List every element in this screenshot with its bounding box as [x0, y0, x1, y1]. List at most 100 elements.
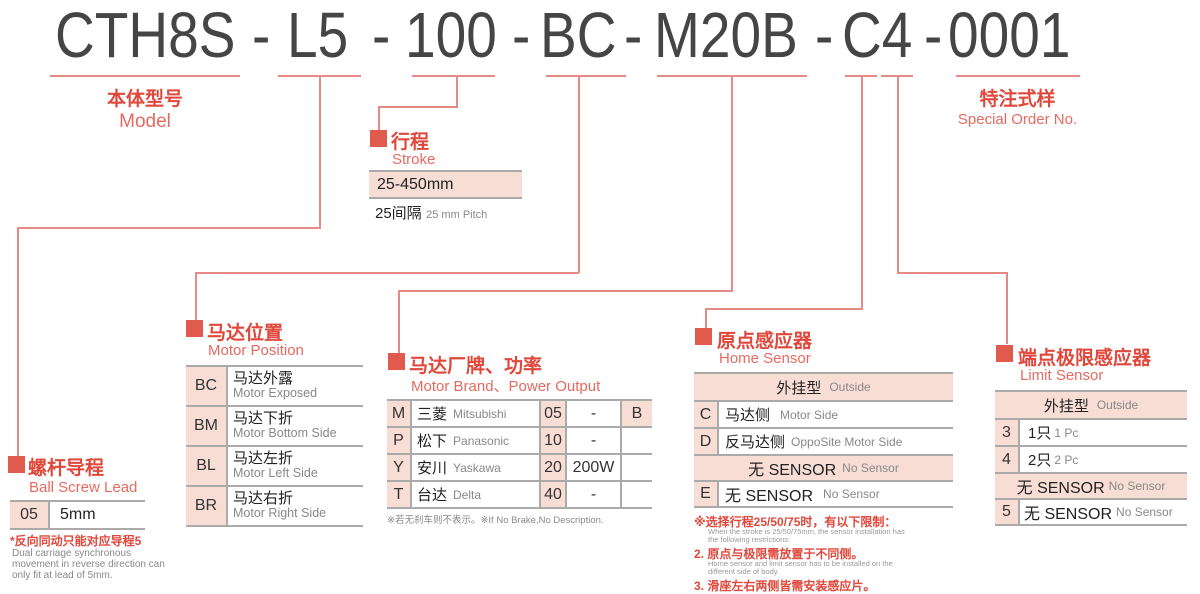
code-cell: 5: [995, 500, 1020, 524]
table-row: T 台达 Delta 40 -: [387, 482, 652, 509]
code-dash: -: [624, 0, 643, 71]
power-value: 200W: [567, 455, 622, 480]
lead-title: 螺杆导程: [28, 458, 105, 479]
brake-code: [622, 455, 652, 480]
code-cell: M: [387, 401, 412, 426]
code-dash: -: [372, 0, 391, 71]
code-cell: C: [694, 402, 719, 427]
en-label: Outside: [1096, 398, 1139, 412]
table-row: BR 马达右折 Motor Right Side: [186, 487, 363, 527]
note-line: Home sensor and limit sensor has to be i…: [708, 559, 893, 568]
code-dash: -: [924, 0, 943, 71]
cn-label: 马达左折: [233, 450, 294, 467]
limit-sensor-table: 外挂型 Outside 3 1只 1 Pc 4 2只 2 Pc 无 SENSOR No Se…: [995, 390, 1187, 526]
en-label: 1 Pc: [1054, 425, 1079, 440]
motor-brand-subtitle: Motor Brand、Power Output: [411, 378, 601, 395]
en-label: Motor Exposed: [233, 386, 318, 400]
code-cell: P: [387, 428, 412, 453]
code-cell: D: [694, 429, 719, 454]
connector: [456, 75, 458, 107]
power-code: 40: [541, 482, 567, 507]
lead-table: 05 5mm: [10, 500, 145, 530]
bullet-square-icon: [695, 328, 712, 345]
en-label: 2 Pc: [1054, 452, 1079, 467]
cn-label: 反马达侧: [725, 434, 786, 451]
note-line: movement in reverse direction can: [12, 559, 165, 570]
en-label: No Sensor: [1116, 505, 1173, 519]
en-label: Panasonic: [453, 433, 510, 448]
power-value: -: [567, 401, 622, 426]
underline-stroke: [412, 75, 495, 77]
model-label-en: Model: [119, 111, 171, 132]
code-lead: L5: [287, 0, 349, 71]
motor-position-subtitle: Motor Position: [208, 342, 304, 359]
table-group-header: 外挂型 Outside: [694, 374, 953, 402]
special-order-label: 特注式样 Special Order No.: [940, 84, 1095, 128]
pitch-cn: 25间隔: [375, 205, 422, 222]
connector: [1006, 272, 1008, 344]
underline-model: [50, 75, 240, 77]
table-row: 3 1只 1 Pc: [995, 420, 1187, 447]
bullet-square-icon: [186, 320, 203, 337]
connector: [705, 308, 707, 328]
cn-label: 马达下折: [233, 410, 294, 427]
en-label: OppoSite Motor Side: [791, 434, 903, 449]
connector: [398, 290, 733, 292]
note-line: different side of body.: [708, 567, 780, 576]
connector: [17, 227, 19, 457]
underline-special: [956, 75, 1080, 77]
cn-label: 无 SENSOR: [725, 488, 814, 505]
cn-label: 安川: [417, 460, 448, 477]
limit-sensor-subtitle: Limit Sensor: [1020, 367, 1104, 384]
code-sensor: C4: [842, 0, 913, 71]
en-label: Motor Left Side: [233, 466, 318, 480]
power-value: -: [567, 428, 622, 453]
cn-label: 松下: [417, 433, 448, 450]
en-label: Motor Right Side: [233, 506, 327, 520]
connector: [378, 106, 380, 130]
model-label-cn: 本体型号: [106, 89, 183, 110]
code-stroke: 100: [405, 0, 497, 71]
table-row: BC 马达外露 Motor Exposed: [186, 367, 363, 407]
motor-brand-table: M 三菱 Mitsubishi 05 - B P 松下 Panasonic 10 -…: [387, 399, 652, 509]
bullet-square-icon: [370, 130, 387, 147]
limit-sensor-title: 端点极限感应器: [1018, 348, 1152, 369]
connector: [897, 272, 1007, 274]
table-row: BM 马达下折 Motor Bottom Side: [186, 407, 363, 447]
connector: [398, 290, 400, 353]
stroke-subtitle: Stroke: [392, 151, 436, 168]
brake-code: [622, 428, 652, 453]
cn-label: 无 SENSOR: [1024, 506, 1113, 523]
power-code: 20: [541, 455, 567, 480]
lead-value: 5mm: [60, 506, 96, 523]
special-label-cn: 特注式样: [979, 89, 1056, 110]
home-sensor-table: 外挂型 Outside C 马达侧 Motor Side D 反马达侧 OppoSite …: [694, 372, 953, 508]
code-cell: Y: [387, 455, 412, 480]
brake-code: [622, 482, 652, 507]
en-label: Motor Bottom Side: [233, 426, 337, 440]
cn-label: 1只: [1028, 425, 1052, 442]
cn-label: 外挂型: [1043, 397, 1089, 415]
power-code: 05: [541, 401, 567, 426]
sensor-note-1-en: When the stroke is 25/50/75mm, the senso…: [708, 528, 905, 544]
connector: [195, 272, 197, 320]
stroke-table: 25-450mm: [369, 170, 522, 199]
code-cell: BM: [186, 407, 228, 445]
code-motor-position: BC: [540, 0, 617, 71]
connector: [17, 227, 321, 229]
cn-label: 2只: [1028, 452, 1052, 469]
code-body: CTH8S: [55, 0, 236, 71]
brake-note: ※若无刹车则不表示。※If No Brake,No Description.: [387, 515, 604, 526]
connector: [195, 272, 579, 274]
table-row: 05 5mm: [10, 502, 145, 530]
cn-label: 无 SENSOR: [1016, 480, 1105, 497]
motor-position-title: 马达位置: [207, 323, 284, 344]
lead-note-cn: *反向同动只能对应导程5: [10, 534, 142, 548]
cn-label: 无 SENSOR: [748, 462, 837, 479]
sensor-note-3: 3. 滑座左右两侧皆需安装感应片。: [694, 579, 876, 593]
en-label: Delta: [453, 487, 482, 502]
underline-motor-position: [546, 75, 626, 77]
cn-label: 马达右折: [233, 490, 294, 507]
en-label: Outside: [829, 380, 871, 394]
connector: [705, 308, 863, 310]
